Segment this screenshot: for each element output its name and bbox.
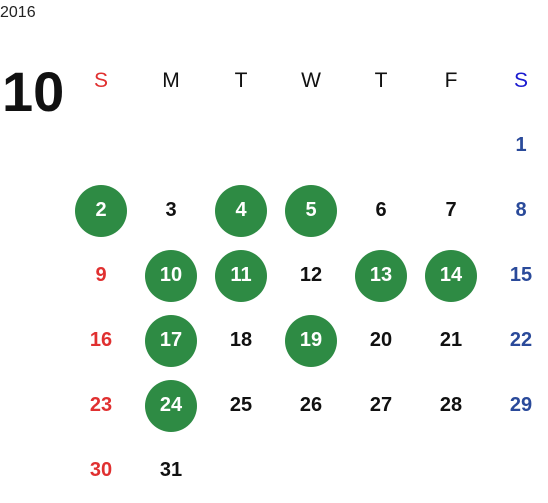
day-number: 12	[299, 264, 323, 286]
day-number: 8	[515, 199, 527, 221]
day-number: 30	[89, 459, 113, 481]
empty-day-cell	[66, 113, 136, 178]
day-number: 14	[425, 249, 477, 302]
day-cell[interactable]: 21	[416, 308, 486, 373]
day-number: 25	[229, 394, 253, 416]
day-number: 11	[215, 249, 267, 302]
month-number: 10	[2, 60, 65, 123]
day-number: 27	[369, 394, 393, 416]
weekday-header-sun: S	[93, 68, 108, 92]
day-number: 22	[509, 329, 533, 351]
day-number: 29	[509, 394, 533, 416]
highlighted-day-cell[interactable]: 24	[136, 373, 206, 438]
day-number: 18	[229, 329, 253, 351]
weekday-header-fri: F	[444, 68, 458, 92]
day-number: 26	[299, 394, 323, 416]
day-cell[interactable]: 28	[416, 373, 486, 438]
empty-day-cell	[276, 113, 346, 178]
empty-day-cell	[486, 438, 548, 503]
day-number: 19	[285, 314, 337, 367]
day-cell[interactable]: 30	[66, 438, 136, 503]
day-number: 23	[89, 394, 113, 416]
day-number: 20	[369, 329, 393, 351]
weekday-header-sat: S	[513, 68, 528, 92]
highlighted-day-cell[interactable]: 17	[136, 308, 206, 373]
calendar-grid: S M T W T F S 1 2 3 4 5 6 7 8 9 10 11 12 13 14 15 16 17 18 19 20 21…	[66, 48, 548, 503]
empty-day-cell	[136, 113, 206, 178]
day-cell[interactable]: 29	[486, 373, 548, 438]
day-cell[interactable]: 12	[276, 243, 346, 308]
highlighted-day-cell[interactable]: 4	[206, 178, 276, 243]
day-number: 1	[515, 134, 527, 156]
empty-day-cell	[416, 113, 486, 178]
day-cell[interactable]: 20	[346, 308, 416, 373]
weekday-header-mon: M	[162, 68, 180, 92]
weekday-header-tue: T	[234, 68, 248, 92]
day-cell[interactable]: 25	[206, 373, 276, 438]
empty-day-cell	[416, 438, 486, 503]
empty-day-cell	[206, 438, 276, 503]
year-label: 2016	[0, 4, 36, 21]
day-cell[interactable]: 8	[486, 178, 548, 243]
day-cell[interactable]: 26	[276, 373, 346, 438]
empty-day-cell	[346, 438, 416, 503]
weekday-header-thu: T	[374, 68, 388, 92]
highlighted-day-cell[interactable]: 14	[416, 243, 486, 308]
day-number: 3	[165, 199, 177, 221]
day-cell[interactable]: 16	[66, 308, 136, 373]
day-number: 21	[439, 329, 463, 351]
day-cell[interactable]: 23	[66, 373, 136, 438]
day-number: 7	[445, 199, 457, 221]
day-cell[interactable]: 15	[486, 243, 548, 308]
empty-day-cell	[206, 113, 276, 178]
day-number: 17	[145, 314, 197, 367]
weekday-header-wed: W	[301, 68, 321, 92]
day-number: 16	[89, 329, 113, 351]
day-cell[interactable]: 3	[136, 178, 206, 243]
day-number: 15	[509, 264, 533, 286]
highlighted-day-cell[interactable]: 19	[276, 308, 346, 373]
day-cell[interactable]: 9	[66, 243, 136, 308]
day-cell[interactable]: 31	[136, 438, 206, 503]
day-cell[interactable]: 1	[486, 113, 548, 178]
day-cell[interactable]: 7	[416, 178, 486, 243]
day-number: 28	[439, 394, 463, 416]
highlighted-day-cell[interactable]: 13	[346, 243, 416, 308]
day-number: 31	[159, 459, 183, 481]
highlighted-day-cell[interactable]: 11	[206, 243, 276, 308]
day-cell[interactable]: 6	[346, 178, 416, 243]
day-number: 6	[375, 199, 387, 221]
day-number: 9	[95, 264, 107, 286]
highlighted-day-cell[interactable]: 5	[276, 178, 346, 243]
day-cell[interactable]: 22	[486, 308, 548, 373]
day-number: 2	[75, 184, 127, 237]
day-cell[interactable]: 18	[206, 308, 276, 373]
empty-day-cell	[276, 438, 346, 503]
day-number: 13	[355, 249, 407, 302]
day-number: 5	[285, 184, 337, 237]
highlighted-day-cell[interactable]: 2	[66, 178, 136, 243]
day-cell[interactable]: 27	[346, 373, 416, 438]
highlighted-day-cell[interactable]: 10	[136, 243, 206, 308]
day-number: 24	[145, 379, 197, 432]
empty-day-cell	[346, 113, 416, 178]
day-number: 4	[215, 184, 267, 237]
day-number: 10	[145, 249, 197, 302]
